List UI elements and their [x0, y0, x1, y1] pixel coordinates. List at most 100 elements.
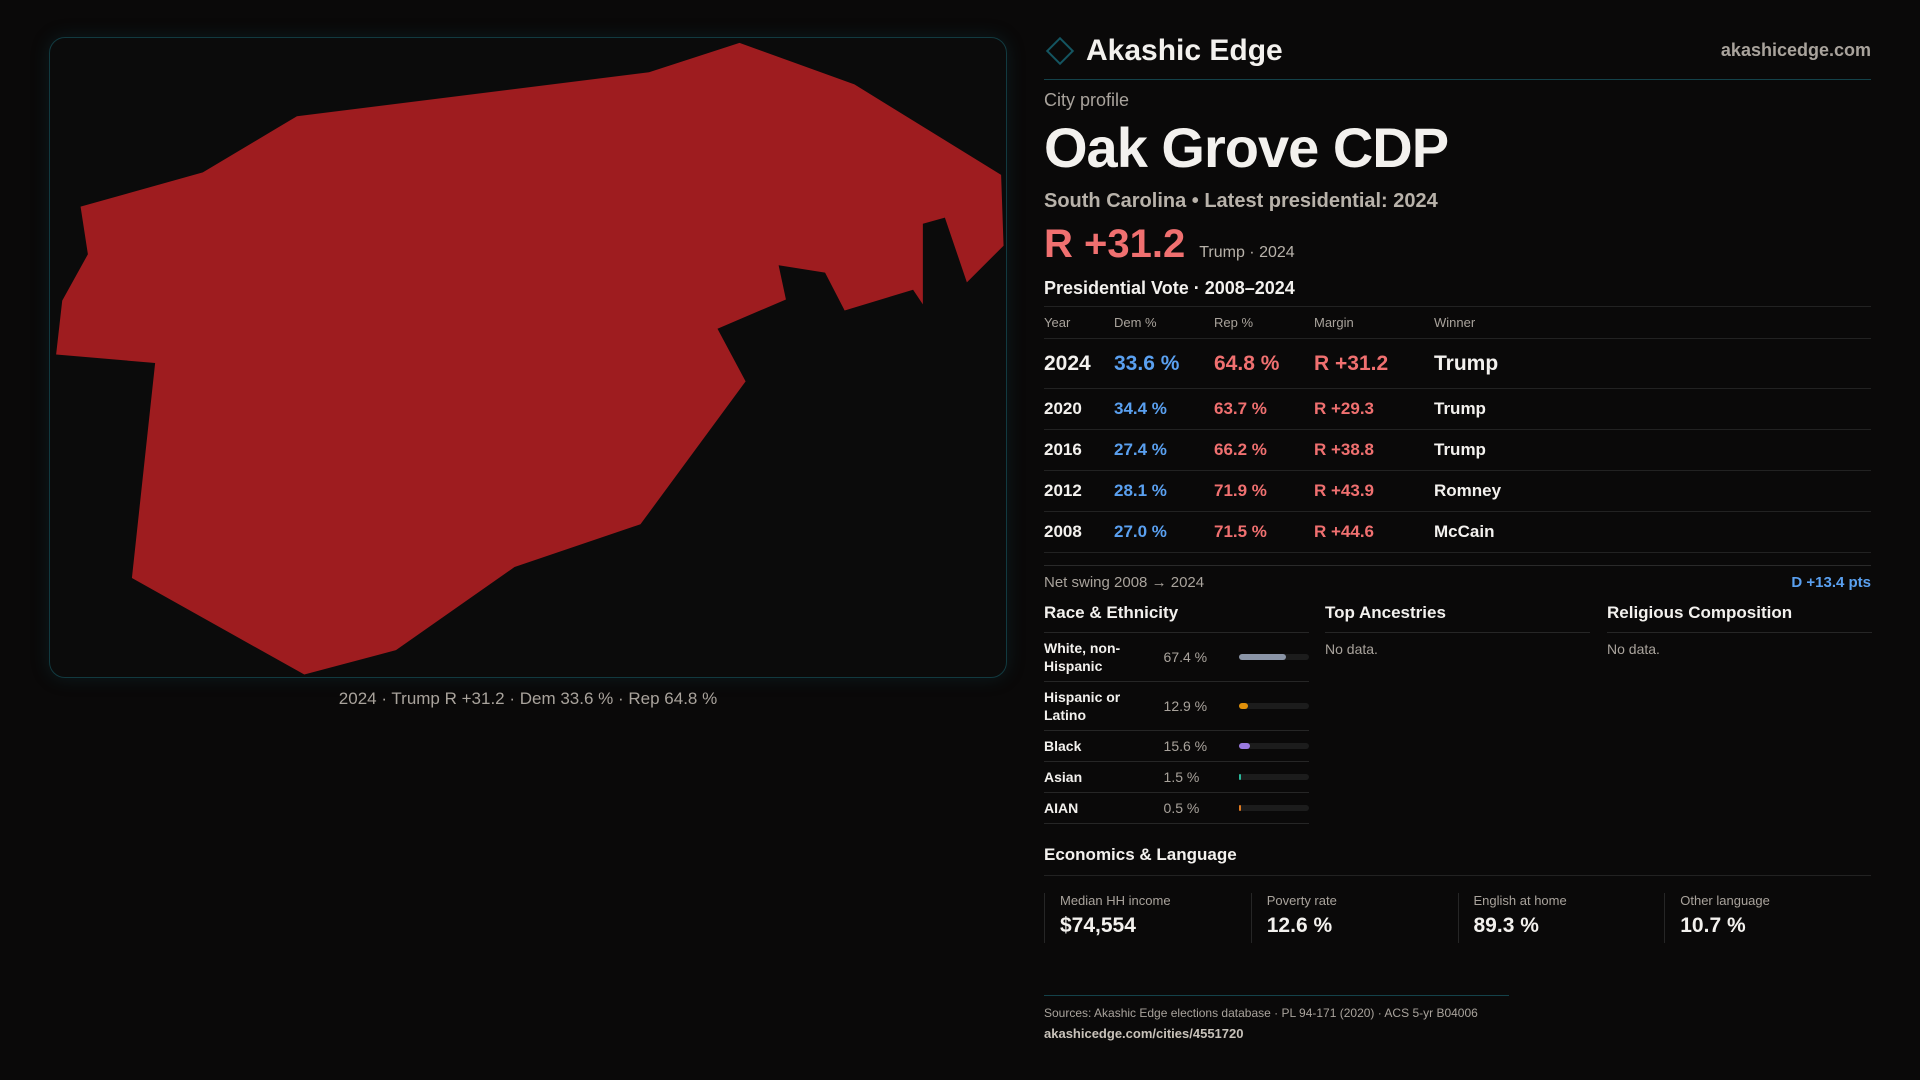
page-kicker: City profile [1044, 90, 1130, 110]
religion-heading: Religious Composition [1607, 600, 1872, 633]
race-name: White, non-Hispanic [1044, 640, 1121, 674]
race-bar-track [1239, 654, 1309, 660]
cell-year: 2012 [1044, 470, 1114, 512]
profile-panel: Akashic Edge akashicedge.com City profil… [1044, 0, 1872, 1080]
race-bar-fill [1239, 743, 1251, 749]
race-bar-fill [1239, 654, 1287, 660]
stat-value: 12.6 % [1266, 914, 1333, 937]
race-bar-track [1239, 703, 1309, 709]
cell-dem: 34.4 % [1114, 388, 1214, 430]
col-margin: Margin [1314, 306, 1434, 339]
cell-dem: 27.4 % [1114, 429, 1214, 471]
race-name: Hispanic or Latino [1044, 689, 1121, 723]
race-row: Hispanic or Latino 12.9 % [1044, 682, 1309, 731]
race-bar-fill [1239, 805, 1242, 811]
stat-value: $74,554 [1060, 914, 1136, 937]
swing-value: D +13.4 pts [1791, 574, 1871, 591]
economics-heading: Economics & Language [1044, 845, 1871, 876]
economics-stats: Median HH income $74,554 Poverty rate 12.6… [1044, 893, 1871, 943]
race-row: AIAN 0.5 % [1044, 793, 1309, 824]
page-subtitle: South Carolina • Latest presidential: 20… [1044, 190, 1438, 212]
ancestries-heading: Top Ancestries [1325, 600, 1590, 633]
city-boundary-shape[interactable] [56, 42, 1004, 675]
cell-dem: 33.6 % [1114, 338, 1214, 389]
col-winner: Winner [1434, 306, 1871, 339]
col-rep: Rep % [1214, 306, 1314, 339]
votes-table: Year Dem % Rep % Margin Winner 2024 33.6 … [1044, 306, 1871, 553]
winner-note: Trump · 2024 [1199, 244, 1295, 261]
col-dem: Dem % [1114, 306, 1214, 339]
race-value: 67.4 % [1163, 649, 1208, 665]
race-value: 15.6 % [1163, 738, 1208, 754]
net-swing: Net swing 2008 → 2024 D +13.4 pts [1044, 565, 1871, 591]
cell-rep: 71.5 % [1214, 511, 1314, 553]
ancestries-section: Top Ancestries No data. [1325, 600, 1590, 657]
margin-value: R +31.2 [1044, 222, 1186, 266]
headline-margin: R +31.2 Trump · 2024 [1044, 222, 1295, 267]
race-bar-track [1239, 743, 1309, 749]
stat-english-home: English at home 89.3 % [1457, 893, 1665, 943]
sources-text: Sources: Akashic Edge elections database… [1044, 1006, 1478, 1020]
cell-margin: R +44.6 [1314, 511, 1434, 553]
brand[interactable]: Akashic Edge [1044, 34, 1283, 68]
cell-dem: 27.0 % [1114, 511, 1214, 553]
stat-label: Poverty rate [1266, 893, 1337, 908]
footer-divider [1044, 995, 1509, 996]
stat-poverty-rate: Poverty rate 12.6 % [1250, 893, 1458, 943]
race-value: 12.9 % [1163, 698, 1208, 714]
diamond-logo-icon [1045, 36, 1075, 66]
page-title: Oak Grove CDP [1044, 116, 1449, 179]
cell-margin: R +29.3 [1314, 388, 1434, 430]
cell-year: 2024 [1044, 338, 1114, 389]
cell-winner: Trump [1434, 388, 1871, 430]
vote-row: 2012 28.1 % 71.9 % R +43.9 Romney [1044, 470, 1871, 512]
stat-value: 10.7 % [1680, 914, 1746, 937]
vote-row: 2020 34.4 % 63.7 % R +29.3 Trump [1044, 388, 1871, 430]
stat-median-income: Median HH income $74,554 [1044, 893, 1251, 943]
map-svg [56, 42, 1004, 675]
race-value: 1.5 % [1163, 769, 1200, 785]
header-divider [1044, 79, 1871, 80]
religion-empty: No data. [1607, 641, 1660, 657]
cell-rep: 71.9 % [1214, 470, 1314, 512]
ancestries-empty: No data. [1325, 641, 1378, 657]
cell-rep: 66.2 % [1214, 429, 1314, 471]
stat-label: Median HH income [1060, 893, 1171, 908]
cell-rep: 64.8 % [1214, 338, 1314, 389]
stat-value: 89.3 % [1473, 914, 1539, 937]
race-heading: Race & Ethnicity [1044, 600, 1309, 633]
vote-row: 2024 33.6 % 64.8 % R +31.2 Trump [1044, 338, 1871, 389]
cell-margin: R +43.9 [1314, 470, 1434, 512]
stat-label: Other language [1680, 893, 1770, 908]
cell-year: 2016 [1044, 429, 1114, 471]
city-map[interactable] [49, 37, 1007, 678]
race-name: Black [1044, 738, 1082, 754]
votes-heading: Presidential Vote · 2008–2024 [1044, 278, 1295, 298]
cell-year: 2008 [1044, 511, 1114, 553]
map-caption: 2024 · Trump R +31.2 · Dem 33.6 % · Rep … [338, 689, 718, 708]
vote-row: 2008 27.0 % 71.5 % R +44.6 McCain [1044, 511, 1871, 553]
col-year: Year [1044, 306, 1114, 339]
race-bar-fill [1239, 774, 1242, 780]
race-row: Black 15.6 % [1044, 731, 1309, 762]
page-url-link[interactable]: akashicedge.com/cities/4551720 [1044, 1026, 1244, 1041]
cell-year: 2020 [1044, 388, 1114, 430]
race-name: Asian [1044, 769, 1083, 785]
race-bar-track [1239, 774, 1309, 780]
cell-dem: 28.1 % [1114, 470, 1214, 512]
stat-label: English at home [1473, 893, 1567, 908]
race-bar-track [1239, 805, 1309, 811]
stat-other-language: Other language 10.7 % [1664, 893, 1871, 943]
race-row: White, non-Hispanic 67.4 % [1044, 633, 1309, 682]
cell-winner: Trump [1434, 429, 1871, 471]
cell-winner: Trump [1434, 338, 1871, 389]
brand-name: Akashic Edge [1086, 34, 1283, 67]
cell-rep: 63.7 % [1214, 388, 1314, 430]
site-link[interactable]: akashicedge.com [1720, 40, 1871, 60]
vote-row: 2016 27.4 % 66.2 % R +38.8 Trump [1044, 429, 1871, 471]
cell-margin: R +38.8 [1314, 429, 1434, 471]
race-name: AIAN [1044, 800, 1079, 816]
cell-margin: R +31.2 [1314, 338, 1434, 389]
swing-label: Net swing 2008 → 2024 [1044, 574, 1205, 591]
race-bar-fill [1239, 703, 1249, 709]
